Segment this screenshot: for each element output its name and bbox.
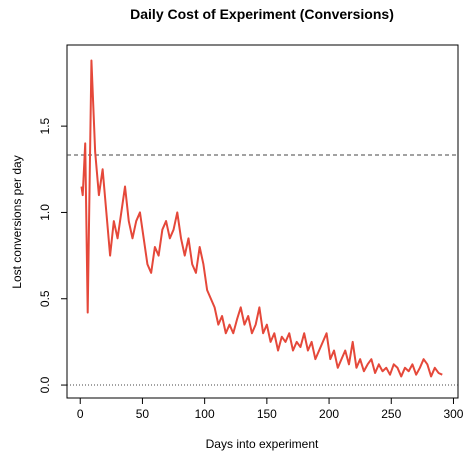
x-tick-label: 300	[443, 407, 463, 421]
y-tick-label: 1.5	[38, 117, 52, 134]
x-tick-label: 200	[319, 407, 339, 421]
x-tick-label: 50	[136, 407, 150, 421]
x-axis-label: Days into experiment	[206, 437, 319, 451]
y-tick-label: 1.0	[38, 204, 52, 221]
x-tick-label: 250	[381, 407, 401, 421]
x-tick-label: 100	[195, 407, 215, 421]
x-tick-label: 0	[77, 407, 84, 421]
y-tick-label: 0.5	[38, 290, 52, 307]
data-line	[80, 59, 443, 378]
chart-title: Daily Cost of Experiment (Conversions)	[130, 6, 394, 22]
x-tick-label: 150	[257, 407, 277, 421]
y-tick-label: 0.0	[38, 376, 52, 393]
y-axis-label: Lost conversions per day	[10, 155, 24, 288]
plot-frame	[66, 44, 459, 399]
